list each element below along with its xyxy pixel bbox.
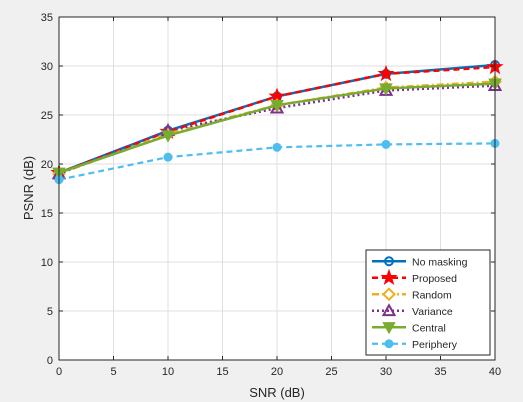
legend-entry: No masking: [372, 256, 468, 268]
data-point: [381, 139, 391, 149]
series-line: [58, 84, 496, 175]
legend-label: Variance: [412, 306, 453, 318]
y-tick-label: 15: [41, 208, 53, 220]
x-axis-label: SNR (dB): [249, 385, 305, 400]
legend-marker: [384, 339, 394, 349]
x-tick-label: 25: [325, 366, 337, 378]
x-tick-label: 30: [380, 366, 392, 378]
series-layer: [50, 57, 504, 185]
y-axis-label: PSNR (dB): [21, 156, 36, 220]
legend: No masking Proposed Random Variance Central P…: [365, 249, 491, 356]
y-tick-label: 5: [47, 306, 53, 318]
legend-entry: Central: [372, 322, 446, 335]
grid-lines: [59, 17, 495, 360]
y-tick-label: 30: [41, 61, 53, 73]
legend-marker: [380, 268, 398, 286]
data-point: [161, 130, 175, 143]
x-tick-label: 5: [110, 366, 116, 378]
legend-marker: [382, 322, 396, 335]
legend-entry: Random: [372, 287, 452, 302]
legend-entry: Proposed: [372, 268, 457, 286]
data-point: [379, 83, 393, 96]
y-tick-label: 0: [47, 355, 53, 367]
x-tick-label: 0: [56, 366, 62, 378]
data-point: [272, 142, 282, 152]
data-point: [377, 64, 395, 82]
legend-box: [365, 249, 491, 356]
y-tick-label: 25: [41, 110, 53, 122]
x-tick-label: 40: [489, 366, 501, 378]
y-tick-label: 35: [41, 12, 53, 24]
axes: [58, 16, 496, 361]
legend-label: No masking: [412, 256, 468, 268]
legend-entry: Periphery: [372, 339, 458, 351]
data-point: [163, 152, 173, 162]
y-tick-label: 20: [41, 159, 53, 171]
legend-entry: Variance: [372, 303, 453, 318]
legend-marker: [384, 256, 394, 267]
legend-marker: [382, 287, 396, 302]
x-tick-label: 10: [162, 366, 174, 378]
x-tick-label: 35: [434, 366, 446, 378]
x-tick-label: 20: [271, 366, 283, 378]
y-tick-label: 10: [41, 257, 53, 269]
tick-labels: 0 5 10 15 20 25 30 35 40 0 5 10 15 20 25 30 35: [41, 12, 501, 378]
x-tick-label: 15: [216, 366, 228, 378]
legend-label: Central: [412, 322, 446, 334]
legend-label: Proposed: [412, 273, 457, 285]
legend-label: Random: [412, 289, 452, 301]
data-point: [269, 100, 285, 114]
legend-label: Periphery: [412, 339, 458, 351]
data-point: [270, 100, 284, 113]
legend-marker: [381, 303, 397, 317]
